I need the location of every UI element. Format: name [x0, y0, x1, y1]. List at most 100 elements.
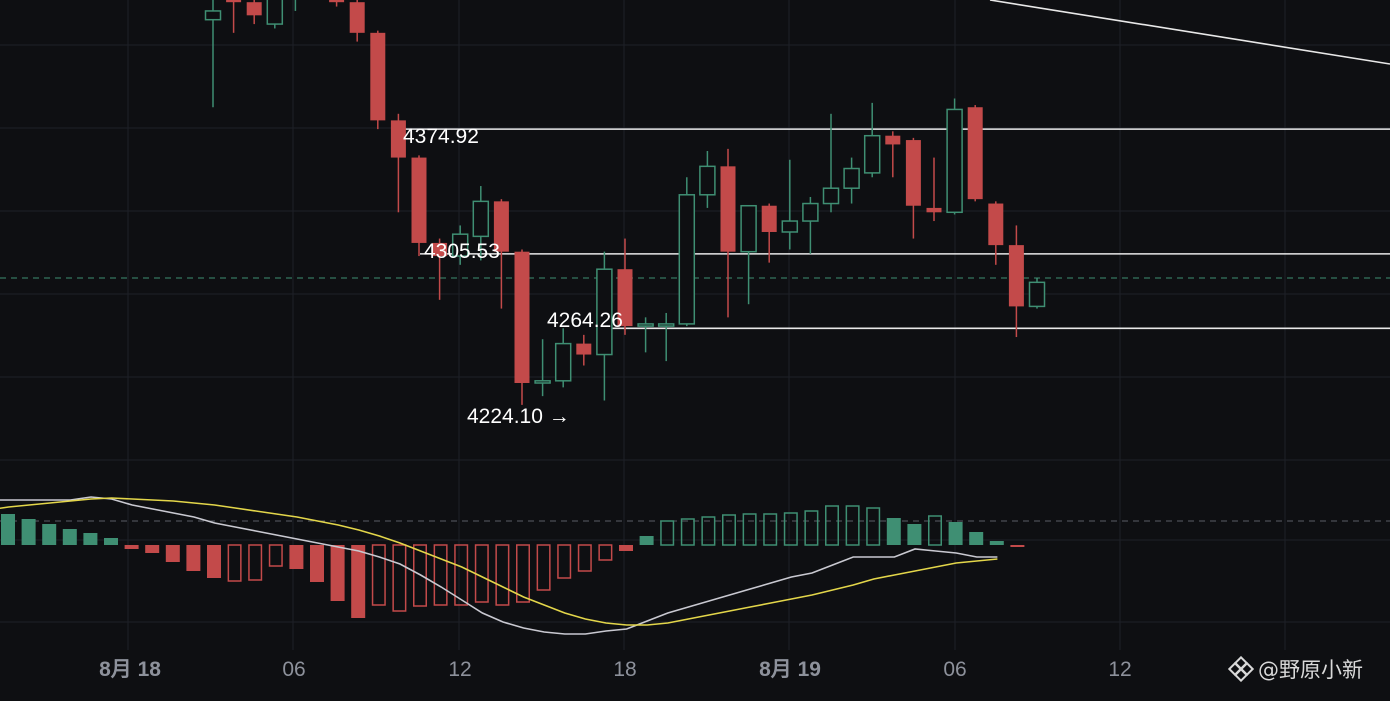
macd-dea-line: [0, 497, 998, 626]
macd-histogram-bar: [742, 513, 757, 546]
candle-body: [946, 108, 963, 214]
macd-histogram-bar: [227, 544, 242, 582]
macd-histogram-bar: [866, 507, 881, 546]
candle-body: [329, 0, 345, 3]
price-label: 4224.10 →: [467, 405, 570, 428]
macd-histogram-bar: [825, 505, 839, 546]
macd-histogram-bar: [268, 544, 283, 567]
watermark-text: @野原小新: [1258, 658, 1363, 682]
price-label: 4305.53: [424, 240, 500, 263]
macd-histogram-bar: [207, 545, 221, 578]
labels-layer: 4374.92 4305.53 4264.26 4224.10 →: [403, 125, 623, 428]
x-tick-label: 18: [613, 658, 636, 681]
candle-body: [926, 207, 942, 213]
macd-histogram-bar: [536, 544, 551, 591]
candle-body: [1028, 281, 1046, 308]
macd-histogram-bar: [722, 514, 736, 546]
macd-histogram-bar: [145, 545, 160, 553]
macd-histogram-bar: [248, 544, 263, 581]
macd-histogram-bar: [165, 545, 180, 562]
candle-body: [988, 203, 1004, 246]
candle-body: [576, 343, 592, 355]
candle-body: [226, 0, 242, 3]
macd-histogram-bar: [928, 515, 942, 546]
candle-body: [349, 2, 365, 33]
candle-body: [905, 140, 921, 206]
macd-histogram-bar: [371, 544, 386, 606]
candle-body: [266, 0, 284, 25]
candle-body: [411, 157, 427, 243]
candle-body: [204, 10, 222, 21]
candle-body: [863, 134, 881, 174]
macd-histogram-bar: [62, 529, 77, 545]
macd-histogram-bar: [804, 510, 819, 546]
candle-body: [390, 120, 406, 158]
candle-body: [617, 269, 633, 327]
candle-body: [843, 167, 860, 189]
candle-body: [472, 200, 490, 238]
macd-histogram-bar: [392, 544, 407, 612]
candle-body: [699, 165, 716, 196]
candle-body: [720, 166, 736, 252]
macd-histogram-bar: [104, 538, 118, 545]
candle-body: [370, 32, 386, 121]
candle-body: [637, 323, 654, 327]
macd-histogram-bar: [454, 544, 469, 606]
macd-histogram-bar: [1, 514, 15, 545]
candle-body: [246, 2, 262, 16]
macd-histogram-bar: [1010, 545, 1025, 547]
candles-layer: [204, 0, 1046, 405]
macd-histogram-bar: [42, 524, 57, 545]
candle-body: [554, 342, 572, 382]
candle-body: [802, 202, 819, 222]
macd-histogram-bar: [660, 520, 675, 546]
macd-histogram-bar: [413, 544, 427, 607]
x-tick-label: 12: [448, 658, 471, 681]
price-label: 4264.26: [547, 309, 623, 332]
macd-histogram-bar: [619, 545, 633, 551]
macd-histogram-bar: [289, 545, 304, 569]
x-tick-label: 12: [1108, 658, 1131, 681]
macd-histogram-bar: [598, 544, 613, 561]
candle-body: [534, 380, 551, 384]
macd-dif-line: [0, 496, 998, 635]
macd-histogram-bar: [474, 544, 489, 603]
macd-histogram-bar: [83, 533, 98, 545]
macd-histogram-bar: [639, 536, 654, 545]
macd-histogram-bar: [330, 545, 345, 601]
macd-histogram-bar: [433, 544, 448, 606]
macd-histogram-bar: [886, 518, 901, 545]
candle-body: [781, 220, 799, 233]
candle-body: [514, 251, 530, 383]
macd-histogram-bar: [186, 545, 201, 571]
macd-histogram-bar: [516, 544, 530, 603]
candle-body: [451, 233, 469, 257]
price-label: 4374.92: [403, 125, 479, 148]
macd-histogram-bar: [680, 518, 695, 546]
x-tick-label: 06: [943, 658, 966, 681]
macd-histogram-bar: [783, 512, 798, 546]
candle-body: [432, 242, 448, 257]
macd-histogram-bar: [701, 516, 716, 546]
candle-body: [822, 187, 840, 205]
x-tick-label: 8月 18: [99, 658, 161, 681]
macd-histogram-bar: [577, 544, 592, 572]
macd-histogram-bar: [989, 541, 1004, 545]
x-axis: 8月 18 06 12 18 8月 19 06 12: [99, 658, 1132, 681]
candle-body: [657, 323, 675, 327]
macd-histogram-bar: [21, 519, 36, 545]
candle-body: [885, 135, 901, 145]
macd-histogram-bar: [495, 544, 510, 606]
candle-body: [678, 194, 696, 325]
candle-body: [596, 268, 613, 356]
macd-histogram-bar: [969, 532, 984, 545]
watermark: @野原小新: [1228, 652, 1363, 686]
macd-histogram-bar: [124, 545, 139, 549]
x-tick-label: 06: [282, 658, 305, 681]
macd-histogram-bar: [310, 545, 324, 582]
candle-body: [740, 204, 757, 253]
macd-histogram-bar: [557, 544, 572, 579]
candle-body: [967, 107, 983, 200]
